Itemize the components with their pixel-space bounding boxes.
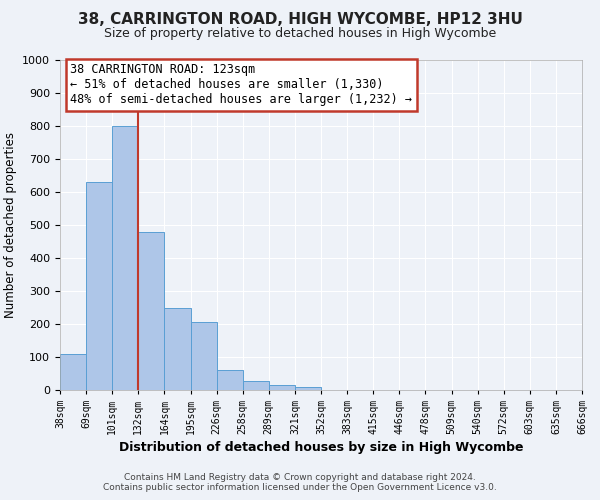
Bar — [86, 182, 112, 390]
Bar — [164, 308, 191, 390]
Bar — [243, 381, 269, 390]
Text: Contains HM Land Registry data © Crown copyright and database right 2024.
Contai: Contains HM Land Registry data © Crown c… — [103, 473, 497, 492]
Bar — [60, 354, 86, 390]
Bar — [217, 370, 243, 390]
Bar — [191, 322, 217, 390]
Bar — [112, 126, 139, 390]
Text: Size of property relative to detached houses in High Wycombe: Size of property relative to detached ho… — [104, 28, 496, 40]
Bar — [269, 385, 295, 390]
Text: 38, CARRINGTON ROAD, HIGH WYCOMBE, HP12 3HU: 38, CARRINGTON ROAD, HIGH WYCOMBE, HP12 … — [77, 12, 523, 28]
Bar — [139, 232, 164, 390]
X-axis label: Distribution of detached houses by size in High Wycombe: Distribution of detached houses by size … — [119, 441, 523, 454]
Bar — [295, 386, 321, 390]
Text: 38 CARRINGTON ROAD: 123sqm
← 51% of detached houses are smaller (1,330)
48% of s: 38 CARRINGTON ROAD: 123sqm ← 51% of deta… — [70, 64, 412, 106]
Y-axis label: Number of detached properties: Number of detached properties — [4, 132, 17, 318]
